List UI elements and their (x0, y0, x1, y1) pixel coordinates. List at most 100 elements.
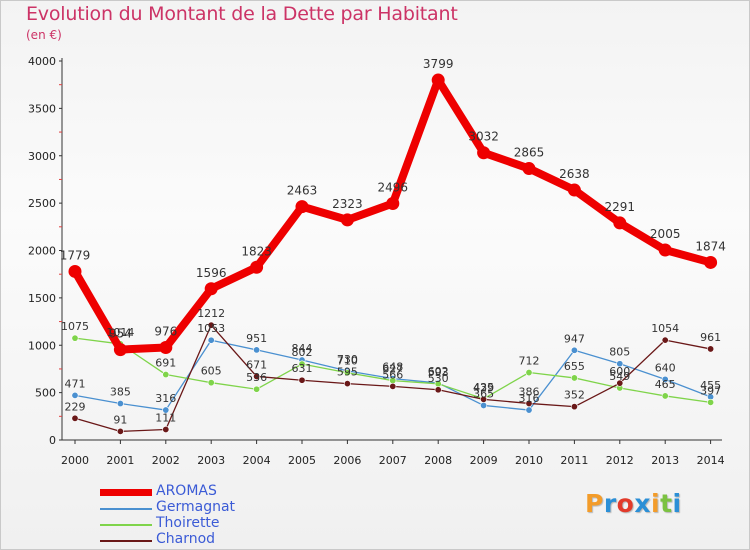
data-label: 951 (246, 332, 267, 345)
y-tick-label: 3000 (28, 150, 56, 163)
data-point (661, 336, 669, 344)
data-label: 386 (519, 385, 540, 398)
legend-swatch (100, 508, 152, 510)
x-tick-label: 2001 (106, 454, 134, 467)
x-tick-label: 2000 (61, 454, 89, 467)
data-point (207, 336, 215, 344)
data-label: 593 (428, 366, 449, 379)
data-point (658, 243, 672, 257)
data-label: 2005 (650, 227, 681, 241)
legend-item: Thoirette (100, 515, 300, 532)
data-point (162, 425, 170, 433)
x-tick-label: 2006 (333, 454, 361, 467)
data-label: 1823 (241, 244, 272, 258)
x-tick-label: 2002 (152, 454, 180, 467)
data-label: 530 (428, 372, 449, 385)
data-point (661, 375, 669, 383)
data-point (707, 398, 715, 406)
x-tick-label: 2008 (424, 454, 452, 467)
data-point (431, 73, 445, 87)
legend-item: AROMAS (100, 483, 300, 500)
data-label: 1014 (106, 326, 134, 339)
data-label: 385 (110, 386, 131, 399)
data-point (389, 382, 397, 390)
data-label: 710 (337, 355, 358, 368)
chart-unit-label: (en €) (26, 28, 62, 42)
data-label: 2496 (378, 181, 409, 195)
y-tick-label: 4000 (28, 55, 56, 68)
data-label: 471 (65, 377, 86, 390)
data-label: 536 (246, 371, 267, 384)
data-label: 1212 (197, 307, 225, 320)
data-point (116, 427, 124, 435)
data-label: 2323 (332, 197, 363, 211)
data-label: 671 (246, 358, 267, 371)
data-label: 111 (155, 411, 176, 424)
data-label: 316 (155, 392, 176, 405)
data-point (704, 255, 718, 269)
data-point (616, 379, 624, 387)
data-label: 1054 (651, 322, 679, 335)
data-point (480, 401, 488, 409)
y-tick-label: 1500 (28, 292, 56, 305)
data-label: 947 (564, 332, 585, 345)
data-label: 844 (292, 342, 313, 355)
data-point (71, 391, 79, 399)
data-label: 397 (700, 384, 721, 397)
data-point (253, 346, 261, 354)
data-label: 2291 (605, 200, 636, 214)
data-label: 691 (155, 357, 176, 370)
data-point (386, 197, 400, 211)
data-label: 954 (109, 327, 132, 341)
y-tick-label: 500 (35, 387, 56, 400)
data-point (250, 260, 264, 274)
data-label: 3799 (423, 57, 454, 71)
legend-label: AROMAS (156, 483, 217, 499)
legend-swatch (100, 540, 152, 542)
data-label: 605 (201, 365, 222, 378)
data-label: 3032 (468, 130, 499, 144)
data-point (616, 360, 624, 368)
data-label: 631 (292, 362, 313, 375)
x-tick-label: 2005 (288, 454, 316, 467)
data-point (71, 414, 79, 422)
x-tick-label: 2004 (243, 454, 271, 467)
data-point (159, 341, 173, 355)
series-line-aromas (71, 76, 715, 354)
proxiti-logo: Proxiti (585, 489, 682, 518)
data-point (567, 183, 581, 197)
data-label: 961 (700, 331, 721, 344)
x-tick-label: 2014 (697, 454, 725, 467)
data-point (570, 374, 578, 382)
y-tick-label: 3500 (28, 102, 56, 115)
data-label: 1779 (60, 248, 91, 262)
data-label: 455 (700, 379, 721, 392)
data-label: 429 (473, 381, 494, 394)
data-label: 640 (655, 361, 676, 374)
legend-item: Charnod (100, 531, 300, 548)
data-point (661, 392, 669, 400)
x-tick-label: 2003 (197, 454, 225, 467)
legend-label: Thoirette (156, 515, 220, 531)
data-label: 730 (337, 353, 358, 366)
data-label: 229 (65, 400, 86, 413)
data-label: 435 (473, 381, 494, 394)
x-tick-label: 2009 (470, 454, 498, 467)
data-point (207, 321, 215, 329)
data-point (570, 403, 578, 411)
data-point (162, 371, 170, 379)
data-point (525, 399, 533, 407)
data-label: 805 (609, 346, 630, 359)
data-point (570, 346, 578, 354)
data-point (525, 369, 533, 377)
legend-swatch (100, 524, 152, 526)
data-label: 976 (154, 325, 177, 339)
data-point (253, 385, 261, 393)
data-label: 465 (655, 378, 676, 391)
data-point (204, 282, 218, 296)
data-point (480, 395, 488, 403)
data-label: 600 (609, 365, 630, 378)
data-label: 2865 (514, 146, 545, 160)
data-label: 1075 (61, 320, 89, 333)
